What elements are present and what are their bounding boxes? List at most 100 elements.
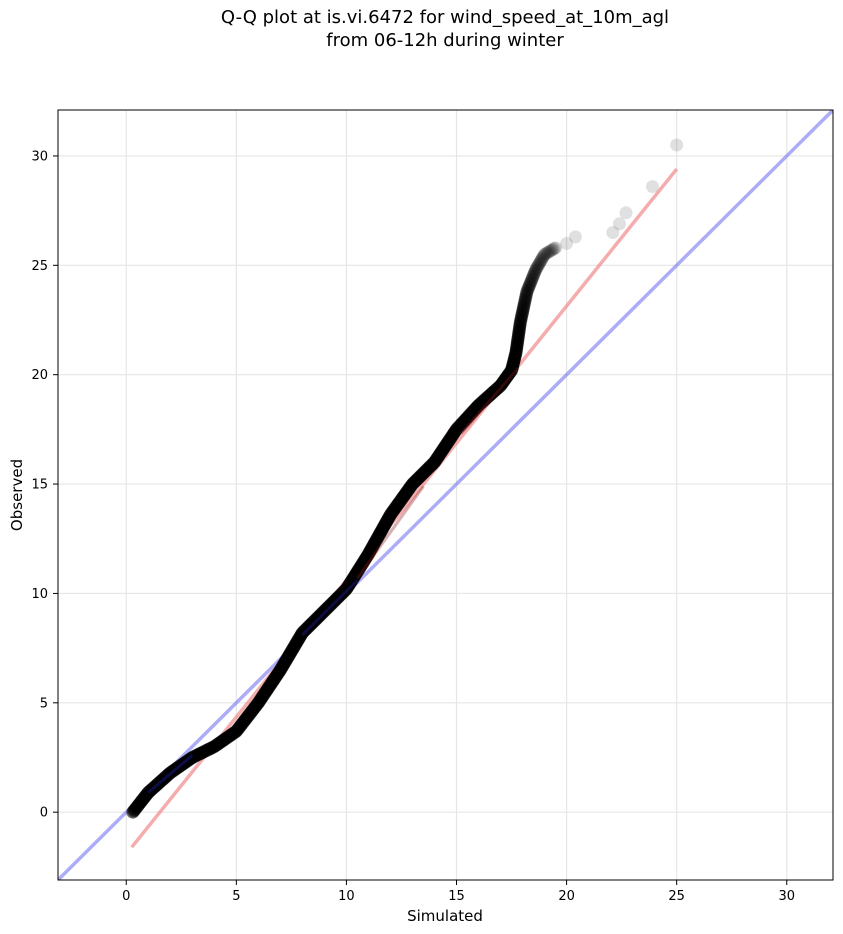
data-point [524,275,538,289]
data-point [511,334,525,348]
y-tick-label: 5 [40,696,48,711]
data-point [517,298,531,312]
x-tick-label: 10 [338,889,355,904]
data-point [510,339,524,353]
data-point [511,333,525,347]
data-point [526,270,540,284]
data-point [518,292,532,306]
data-point [518,295,532,309]
axis-ticks: 0 5 10 15 20 25 30 0 5 10 15 20 25 30 [31,149,795,904]
data-point [512,324,526,338]
x-tick-label: 15 [448,889,465,904]
data-point [560,236,574,250]
data-point [515,309,529,323]
data-point [515,308,529,322]
data-point [516,302,530,316]
data-point [515,306,529,320]
data-point [527,267,541,281]
data-point [509,343,523,357]
data-point [619,206,633,220]
data-point [518,293,532,307]
data-point [517,299,531,313]
x-tick-label: 5 [232,889,240,904]
data-point [514,312,528,326]
data-point [509,346,523,360]
data-point [535,251,549,265]
data-point [509,347,523,361]
data-point [544,244,558,258]
chart-title-line-1: Q-Q plot at is.vi.6472 for wind_speed_at… [220,7,670,28]
data-point [535,252,549,266]
data-point [606,226,620,239]
data-points [126,138,684,819]
data-point [533,255,547,269]
data-point [523,278,537,292]
plot-frame [57,109,834,881]
data-point [511,330,525,344]
data-point [520,285,534,299]
data-point [670,138,684,152]
data-point [546,242,560,256]
chart-title-line-2: from 06-12h during winter [326,30,564,51]
data-point [534,254,548,268]
data-point [512,327,526,341]
data-point [510,340,524,354]
data-point [519,287,533,301]
data-point [517,301,531,315]
y-tick-label: 0 [40,806,48,821]
data-point [519,290,533,304]
identity-overlap-mid [301,579,359,637]
data-point [510,337,524,351]
data-point [536,250,550,264]
y-tick-label: 20 [31,368,48,383]
data-point [511,331,525,345]
data-point [530,260,544,274]
data-point [520,286,534,300]
grid [58,110,833,880]
data-point [530,261,544,275]
x-tick-label: 20 [558,889,575,904]
data-point [531,259,545,273]
fit-overlap-mid [356,485,425,580]
data-point [514,314,528,328]
data-point [522,279,536,293]
data-point [513,320,527,334]
data-point [540,246,554,260]
data-point [525,272,539,286]
data-point [545,243,559,257]
data-point [537,249,551,263]
data-point [525,271,539,285]
data-point [521,282,535,296]
data-point [532,256,546,270]
data-point [513,318,527,332]
data-point [521,283,535,297]
data-point [517,296,531,310]
data-point [645,180,659,194]
y-tick-label: 30 [31,149,48,164]
identity-overlap-low [147,754,194,794]
data-point [511,328,525,342]
data-point [523,276,537,290]
data-point [512,325,526,339]
data-point [568,230,582,244]
y-tick-label: 25 [31,259,48,274]
data-point [528,264,542,278]
data-point [507,353,521,367]
data-point [538,247,552,261]
data-point [519,289,533,303]
x-tick-label: 30 [778,889,795,904]
data-point [513,321,527,335]
data-point [529,263,543,277]
data-point [508,351,522,365]
data-point [547,242,561,256]
y-axis-label: Observed [8,459,26,531]
data-point [539,247,553,261]
data-point [514,311,528,325]
identity-line [58,110,833,880]
data-point [532,258,546,272]
data-point [513,315,527,329]
data-point [512,322,526,336]
y-tick-label: 15 [31,478,48,493]
data-point [510,341,524,355]
x-tick-label: 25 [668,889,685,904]
